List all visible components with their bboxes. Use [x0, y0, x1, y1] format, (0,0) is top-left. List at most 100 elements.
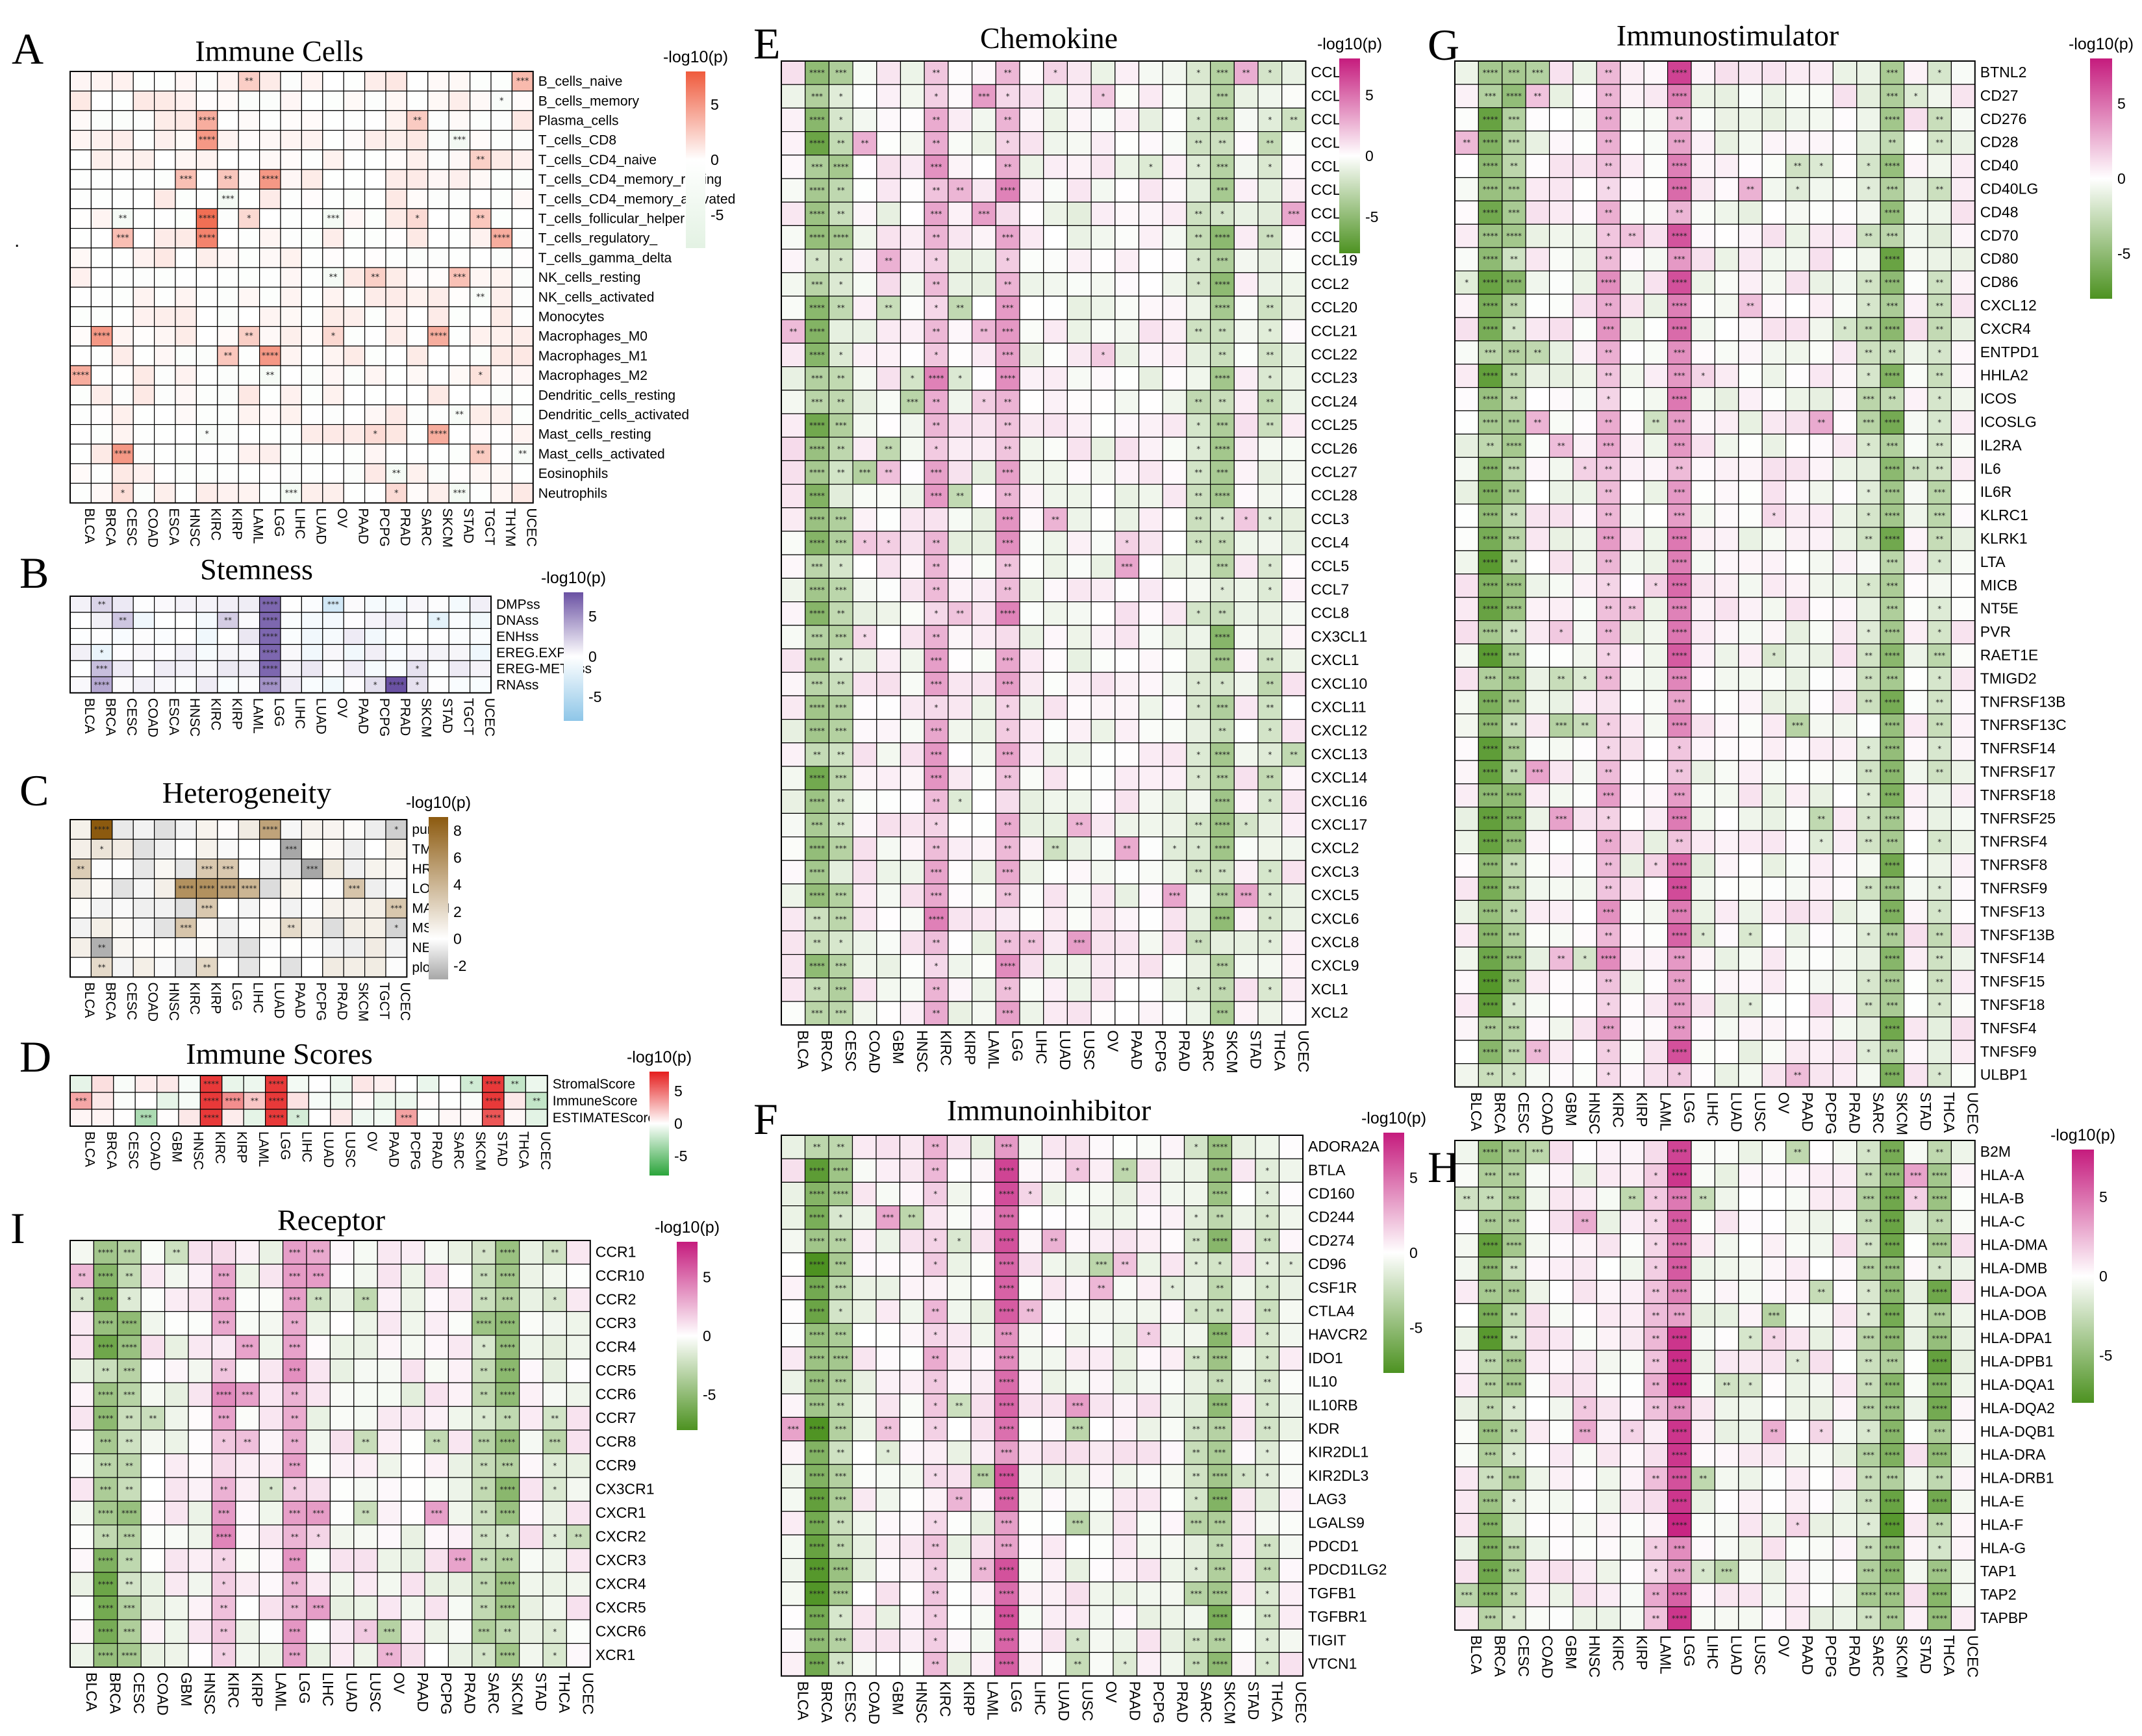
- heatmap-cell: [1643, 223, 1669, 248]
- significance-mark: ***: [1792, 721, 1804, 730]
- heatmap-cell: [1904, 200, 1928, 225]
- heatmap-cell: [301, 208, 323, 229]
- heatmap-cell: [511, 326, 534, 347]
- heatmap-cell: [900, 155, 925, 179]
- heatmap-cell: [351, 1109, 375, 1127]
- heatmap-cell: [69, 463, 92, 484]
- significance-mark: *: [394, 488, 399, 498]
- column-label: KIRC: [1610, 1092, 1627, 1128]
- significance-mark: *: [1701, 371, 1705, 381]
- heatmap-cell: [1643, 1443, 1669, 1468]
- heatmap-cell: [876, 319, 901, 344]
- panel-title: Immune Cells: [195, 34, 363, 68]
- heatmap-cell: [805, 883, 829, 908]
- heatmap-cell: [175, 483, 197, 504]
- heatmap-cell: [1809, 876, 1834, 901]
- heatmap-cell: [852, 601, 877, 626]
- heatmap-cell: [1065, 1393, 1090, 1418]
- heatmap-cell: [1160, 1346, 1185, 1371]
- significance-mark: ****: [1000, 374, 1016, 383]
- legend-tick: 0: [711, 151, 719, 168]
- heatmap-cell: [69, 676, 92, 694]
- heatmap-cell: [343, 444, 366, 464]
- heatmap-cell: [280, 627, 303, 645]
- heatmap-cell: [1090, 953, 1116, 979]
- heatmap-cell: [1478, 200, 1503, 225]
- heatmap-cell: [948, 860, 973, 885]
- row-label: Dendritic_cells_activated: [538, 408, 689, 423]
- significance-mark: ***: [1886, 558, 1898, 567]
- significance-mark: *: [1123, 1660, 1127, 1669]
- heatmap-cell: [924, 436, 949, 462]
- heatmap-cell: [1691, 1040, 1716, 1064]
- significance-mark: ****: [199, 214, 216, 224]
- heatmap-cell: [1572, 247, 1598, 271]
- heatmap-cell: [154, 917, 176, 938]
- heatmap-cell: [1620, 1559, 1644, 1584]
- heatmap-cell: [1066, 648, 1092, 673]
- heatmap-cell: [970, 1511, 996, 1535]
- significance-mark: **: [77, 864, 84, 874]
- significance-mark: ****: [1483, 721, 1498, 730]
- heatmap-cell: [1904, 899, 1928, 924]
- heatmap-cell: [364, 937, 386, 958]
- heatmap-cell: [132, 444, 155, 464]
- row-label: TNFRSF25: [1980, 810, 2056, 827]
- heatmap-cell: [781, 1487, 806, 1512]
- significance-mark: ****: [1215, 280, 1230, 289]
- heatmap-cell: [1738, 1233, 1763, 1258]
- heatmap-cell: [1856, 177, 1881, 202]
- panel-title: Stemness: [200, 553, 313, 586]
- significance-mark: *: [1654, 1241, 1657, 1250]
- significance-mark: **: [837, 1401, 844, 1410]
- heatmap-cell: [948, 225, 973, 250]
- heatmap-cell: [1620, 1396, 1644, 1421]
- significance-mark: ****: [1506, 605, 1522, 614]
- heatmap-cell: [828, 483, 853, 509]
- row-label: HLA-E: [1980, 1492, 2024, 1509]
- heatmap-cell: [1549, 1396, 1574, 1421]
- row-label: Dendritic_cells_resting: [538, 388, 675, 403]
- heatmap-cell: [1281, 155, 1306, 179]
- heatmap-cell: [1066, 789, 1092, 814]
- heatmap-cell: [946, 1581, 972, 1606]
- significance-mark: **: [1888, 138, 1896, 147]
- heatmap-cell: [1183, 1181, 1209, 1207]
- heatmap-cell: [1525, 386, 1550, 412]
- significance-mark: *: [1867, 744, 1871, 753]
- significance-mark: **: [837, 186, 845, 195]
- heatmap-cell: [1454, 107, 1480, 132]
- significance-mark: ****: [1215, 844, 1230, 853]
- heatmap-cell: [1281, 860, 1306, 885]
- heatmap-cell: [1066, 60, 1092, 85]
- heatmap-cell: [1281, 953, 1306, 979]
- heatmap-cell: [1572, 736, 1598, 761]
- heatmap-cell: [1454, 1536, 1480, 1561]
- heatmap-cell: [69, 188, 92, 210]
- heatmap-cell: [217, 110, 239, 131]
- heatmap-cell: [1113, 1135, 1138, 1159]
- heatmap-cell: [1572, 1373, 1598, 1398]
- significance-mark: *: [436, 616, 440, 625]
- heatmap-cell: [828, 507, 853, 532]
- significance-mark: *: [394, 924, 398, 933]
- heatmap-cell: [511, 110, 534, 131]
- heatmap-cell: [525, 1109, 548, 1127]
- heatmap-cell: [1233, 531, 1259, 555]
- row-label: KIR2DL1: [1308, 1444, 1368, 1461]
- heatmap-cell: [1043, 413, 1068, 438]
- column-label: CESC: [126, 1131, 141, 1169]
- column-label: PCPG: [1822, 1092, 1839, 1135]
- significance-mark: **: [1004, 492, 1012, 501]
- heatmap-cell: [899, 1370, 924, 1394]
- significance-mark: **: [1263, 1613, 1271, 1622]
- heatmap-cell: [1904, 317, 1928, 342]
- heatmap-cell: [195, 917, 218, 938]
- heatmap-cell: [1785, 876, 1810, 901]
- heatmap-cell: [805, 483, 829, 509]
- significance-mark: **: [1216, 1307, 1224, 1316]
- heatmap-cell: [1525, 1016, 1550, 1041]
- significance-mark: *: [1607, 744, 1611, 753]
- heatmap-cell: [1785, 480, 1810, 505]
- significance-mark: *: [1937, 838, 1941, 847]
